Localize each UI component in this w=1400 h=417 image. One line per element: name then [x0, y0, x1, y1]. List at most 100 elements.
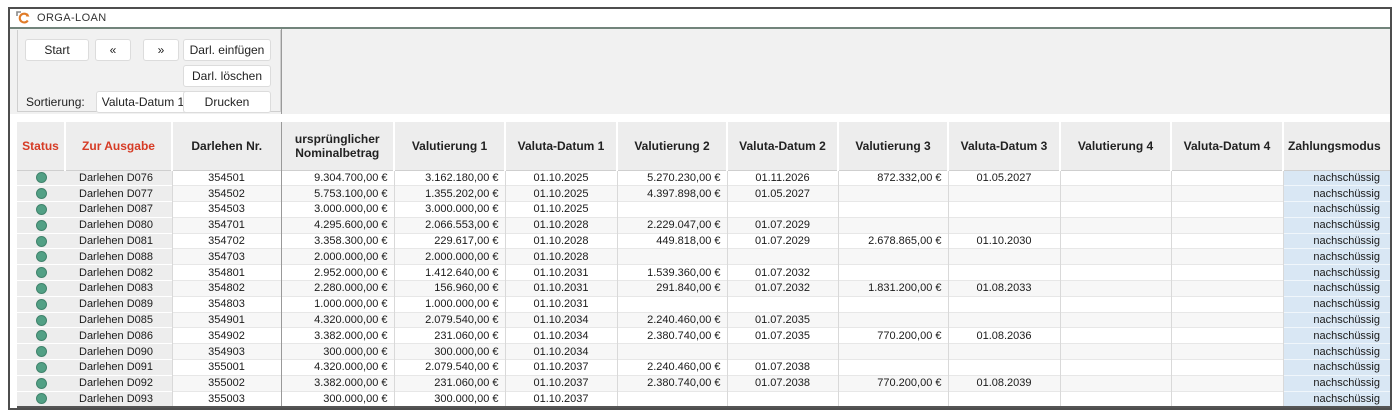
cell-valuta_datum4[interactable] — [1171, 170, 1283, 186]
cell-valutierung4[interactable] — [1060, 296, 1171, 312]
cell-valutierung1[interactable]: 300.000,00 € — [394, 344, 505, 360]
cell-valutierung3[interactable]: 770.200,00 € — [838, 328, 948, 344]
cell-valuta_datum4[interactable] — [1171, 360, 1283, 376]
cell-nominalbetrag[interactable]: 300.000,00 € — [281, 344, 394, 360]
cell-valutierung2[interactable]: 2.380.740,00 € — [617, 375, 727, 391]
cell-valuta_datum1[interactable]: 01.10.2028 — [505, 249, 617, 265]
cell-valutierung4[interactable] — [1060, 281, 1171, 297]
cell-valutierung1[interactable]: 3.162.180,00 € — [394, 170, 505, 186]
cell-valutierung3[interactable] — [838, 217, 948, 233]
cell-zur_ausgabe[interactable]: Darlehen D087 — [65, 202, 172, 218]
cell-valutierung3[interactable] — [838, 360, 948, 376]
cell-valuta_datum1[interactable]: 01.10.2037 — [505, 360, 617, 376]
cell-valutierung1[interactable]: 2.066.553,00 € — [394, 217, 505, 233]
cell-valuta_datum3[interactable] — [948, 296, 1060, 312]
status-cell[interactable] — [17, 217, 65, 233]
cell-valutierung2[interactable]: 449.818,00 € — [617, 233, 727, 249]
cell-valuta_datum3[interactable]: 01.05.2027 — [948, 170, 1060, 186]
status-cell[interactable] — [17, 375, 65, 391]
column-header-valuta_datum1[interactable]: Valuta-Datum 1 — [505, 122, 617, 170]
column-header-zur_ausgabe[interactable]: Zur Ausgabe — [65, 122, 172, 170]
cell-valutierung4[interactable] — [1060, 249, 1171, 265]
cell-valutierung1[interactable]: 300.000,00 € — [394, 391, 505, 407]
cell-darlehen_nr[interactable]: 354801 — [172, 265, 281, 281]
cell-valutierung4[interactable] — [1060, 375, 1171, 391]
cell-valuta_datum3[interactable] — [948, 312, 1060, 328]
cell-valuta_datum2[interactable]: 01.07.2035 — [727, 328, 838, 344]
cell-valutierung1[interactable]: 231.060,00 € — [394, 328, 505, 344]
table-row[interactable]: Darlehen D0893548031.000.000,00 €1.000.0… — [17, 296, 1390, 312]
cell-darlehen_nr[interactable]: 354502 — [172, 186, 281, 202]
cell-valuta_datum2[interactable] — [727, 249, 838, 265]
cell-valuta_datum4[interactable] — [1171, 202, 1283, 218]
cell-valutierung2[interactable]: 2.240.460,00 € — [617, 360, 727, 376]
table-row[interactable]: Darlehen D0853549014.320.000,00 €2.079.5… — [17, 312, 1390, 328]
cell-zahlungsmodus[interactable]: nachschüssig — [1283, 375, 1390, 391]
cell-zur_ausgabe[interactable]: Darlehen D088 — [65, 249, 172, 265]
table-row[interactable]: Darlehen D0923550023.382.000,00 €231.060… — [17, 375, 1390, 391]
table-row[interactable]: Darlehen D0773545025.753.100,00 €1.355.2… — [17, 186, 1390, 202]
cell-valutierung2[interactable] — [617, 344, 727, 360]
cell-valuta_datum2[interactable]: 01.07.2032 — [727, 281, 838, 297]
cell-zur_ausgabe[interactable]: Darlehen D082 — [65, 265, 172, 281]
cell-darlehen_nr[interactable]: 354802 — [172, 281, 281, 297]
cell-valuta_datum1[interactable]: 01.10.2028 — [505, 233, 617, 249]
cell-valutierung2[interactable] — [617, 202, 727, 218]
cell-nominalbetrag[interactable]: 3.382.000,00 € — [281, 328, 394, 344]
table-row[interactable]: Darlehen D0813547023.358.300,00 €229.617… — [17, 233, 1390, 249]
cell-valutierung1[interactable]: 2.079.540,00 € — [394, 312, 505, 328]
status-cell[interactable] — [17, 328, 65, 344]
status-cell[interactable] — [17, 233, 65, 249]
column-header-darlehen_nr[interactable]: Darlehen Nr. — [172, 122, 281, 170]
cell-zur_ausgabe[interactable]: Darlehen D086 — [65, 328, 172, 344]
cell-darlehen_nr[interactable]: 354903 — [172, 344, 281, 360]
loan-insert-button[interactable]: Darl. einfügen — [183, 39, 271, 61]
cell-nominalbetrag[interactable]: 4.320.000,00 € — [281, 312, 394, 328]
cell-valuta_datum2[interactable] — [727, 391, 838, 407]
cell-nominalbetrag[interactable]: 4.295.600,00 € — [281, 217, 394, 233]
cell-valutierung4[interactable] — [1060, 344, 1171, 360]
start-button[interactable]: Start — [25, 39, 89, 61]
cell-nominalbetrag[interactable]: 3.000.000,00 € — [281, 202, 394, 218]
cell-valuta_datum3[interactable]: 01.08.2036 — [948, 328, 1060, 344]
cell-valutierung4[interactable] — [1060, 391, 1171, 407]
cell-valuta_datum1[interactable]: 01.10.2037 — [505, 391, 617, 407]
status-cell[interactable] — [17, 186, 65, 202]
cell-darlehen_nr[interactable]: 354503 — [172, 202, 281, 218]
status-cell[interactable] — [17, 312, 65, 328]
cell-zur_ausgabe[interactable]: Darlehen D077 — [65, 186, 172, 202]
cell-valutierung4[interactable] — [1060, 233, 1171, 249]
status-cell[interactable] — [17, 391, 65, 407]
cell-nominalbetrag[interactable]: 4.320.000,00 € — [281, 360, 394, 376]
status-cell[interactable] — [17, 344, 65, 360]
cell-valutierung4[interactable] — [1060, 186, 1171, 202]
cell-valuta_datum1[interactable]: 01.10.2034 — [505, 344, 617, 360]
cell-valutierung2[interactable]: 291.840,00 € — [617, 281, 727, 297]
cell-valuta_datum4[interactable] — [1171, 312, 1283, 328]
cell-valutierung1[interactable]: 1.412.640,00 € — [394, 265, 505, 281]
cell-valuta_datum3[interactable] — [948, 344, 1060, 360]
cell-valuta_datum2[interactable]: 01.07.2035 — [727, 312, 838, 328]
table-row[interactable]: Darlehen D0863549023.382.000,00 €231.060… — [17, 328, 1390, 344]
cell-valutierung3[interactable] — [838, 265, 948, 281]
cell-valuta_datum3[interactable]: 01.08.2033 — [948, 281, 1060, 297]
cell-nominalbetrag[interactable]: 3.358.300,00 € — [281, 233, 394, 249]
cell-nominalbetrag[interactable]: 3.382.000,00 € — [281, 375, 394, 391]
cell-valuta_datum4[interactable] — [1171, 296, 1283, 312]
cell-zahlungsmodus[interactable]: nachschüssig — [1283, 312, 1390, 328]
cell-zahlungsmodus[interactable]: nachschüssig — [1283, 186, 1390, 202]
status-cell[interactable] — [17, 249, 65, 265]
cell-darlehen_nr[interactable]: 354701 — [172, 217, 281, 233]
cell-valutierung2[interactable]: 1.539.360,00 € — [617, 265, 727, 281]
cell-darlehen_nr[interactable]: 354902 — [172, 328, 281, 344]
cell-valutierung1[interactable]: 2.079.540,00 € — [394, 360, 505, 376]
cell-nominalbetrag[interactable]: 2.000.000,00 € — [281, 249, 394, 265]
cell-valuta_datum4[interactable] — [1171, 233, 1283, 249]
status-cell[interactable] — [17, 360, 65, 376]
cell-nominalbetrag[interactable]: 300.000,00 € — [281, 391, 394, 407]
cell-zahlungsmodus[interactable]: nachschüssig — [1283, 170, 1390, 186]
cell-valutierung2[interactable] — [617, 296, 727, 312]
cell-valutierung1[interactable]: 229.617,00 € — [394, 233, 505, 249]
cell-valuta_datum4[interactable] — [1171, 391, 1283, 407]
cell-zur_ausgabe[interactable]: Darlehen D085 — [65, 312, 172, 328]
